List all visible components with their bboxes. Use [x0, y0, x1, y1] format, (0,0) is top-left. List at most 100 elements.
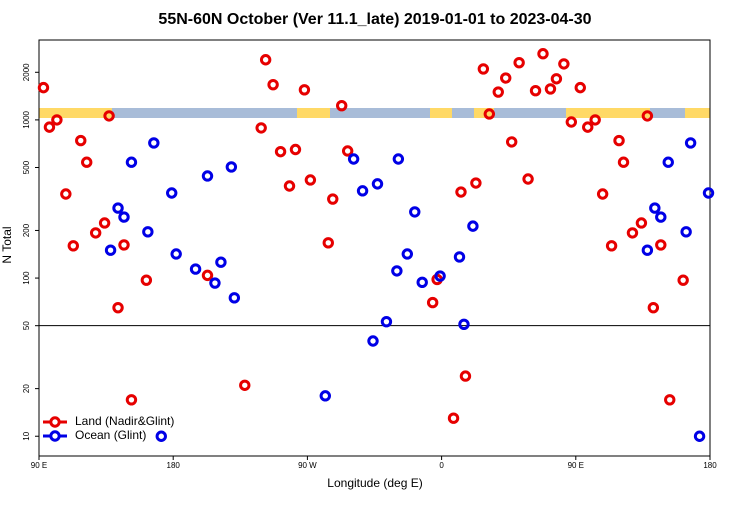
- point: [558, 58, 570, 70]
- point: [470, 177, 482, 189]
- point: [189, 263, 202, 275]
- point: [75, 134, 87, 147]
- ocean-strip: [112, 108, 297, 118]
- point: [641, 244, 654, 256]
- point: [391, 265, 403, 277]
- point: [239, 379, 251, 391]
- x-tick-label: 90 W: [298, 461, 317, 470]
- point: [447, 412, 460, 424]
- point: [537, 48, 549, 60]
- point: [118, 211, 130, 223]
- point: [635, 217, 648, 229]
- point: [505, 136, 518, 148]
- point: [259, 54, 272, 66]
- point: [267, 78, 279, 91]
- land-ocean-band: [39, 108, 710, 118]
- point: [458, 318, 470, 331]
- point: [298, 84, 311, 96]
- point: [513, 56, 525, 69]
- x-tick-label: 90 E: [568, 461, 584, 470]
- point: [455, 186, 467, 198]
- y-tick-label: 100: [22, 271, 31, 285]
- point: [426, 296, 439, 309]
- point: [255, 122, 267, 134]
- point: [680, 226, 692, 238]
- point: [459, 370, 472, 382]
- x-tick-label: 180: [167, 461, 181, 470]
- point: [401, 248, 414, 260]
- point: [103, 110, 115, 122]
- point: [380, 315, 393, 328]
- point: [492, 86, 504, 98]
- point: [209, 277, 221, 289]
- point: [392, 153, 405, 165]
- x-axis-label: Longitude (deg E): [327, 476, 422, 490]
- point: [649, 202, 661, 214]
- x-tick-label: 0: [439, 461, 444, 470]
- point: [228, 292, 241, 304]
- point: [664, 394, 676, 406]
- point: [565, 116, 578, 128]
- x-tick-label: 180: [703, 461, 717, 470]
- point: [626, 227, 639, 239]
- point: [371, 178, 384, 190]
- point: [662, 156, 674, 168]
- point: [500, 72, 512, 84]
- y-tick-label: 2000: [22, 63, 31, 81]
- y-tick-label: 500: [22, 160, 31, 174]
- plot-frame: [38, 39, 711, 457]
- point: [605, 240, 618, 252]
- y-tick-label: 200: [22, 223, 31, 237]
- point: [166, 187, 178, 199]
- point: [483, 108, 496, 120]
- point: [596, 188, 609, 200]
- point: [409, 206, 421, 218]
- ocean-strip: [650, 108, 685, 118]
- point: [89, 227, 102, 239]
- y-axis-label: N Total: [0, 226, 14, 263]
- point: [201, 269, 214, 282]
- legend-marker: [49, 430, 61, 442]
- point: [416, 276, 428, 289]
- point: [335, 99, 348, 112]
- point: [112, 301, 124, 314]
- point: [215, 256, 227, 268]
- point: [81, 156, 93, 168]
- point: [170, 248, 182, 260]
- point: [98, 217, 111, 229]
- legend-label: Ocean (Glint): [75, 428, 146, 442]
- point: [319, 390, 331, 402]
- point: [367, 335, 379, 347]
- legend-marker: [49, 416, 61, 428]
- point: [434, 270, 446, 282]
- y-tick-label: 50: [22, 321, 31, 330]
- point: [356, 185, 369, 197]
- ocean-strip: [494, 108, 566, 118]
- point: [37, 81, 50, 94]
- point: [617, 156, 630, 168]
- point: [201, 170, 214, 182]
- point: [125, 156, 138, 168]
- point: [544, 83, 557, 95]
- point: [148, 137, 160, 149]
- point: [677, 274, 689, 286]
- point: [125, 394, 138, 406]
- point: [467, 220, 479, 232]
- point: [655, 239, 667, 251]
- point: [341, 145, 354, 157]
- legend-label: Land (Nadir&Glint): [75, 414, 174, 428]
- point: [327, 193, 339, 205]
- chart-title: 55N-60N October (Ver 11.1_late) 2019-01-…: [158, 11, 591, 28]
- point: [155, 430, 167, 442]
- point: [51, 114, 63, 126]
- point: [589, 114, 601, 126]
- y-tick-label: 1000: [22, 110, 31, 128]
- y-tick-label: 10: [22, 431, 31, 440]
- point: [347, 153, 360, 165]
- point: [477, 63, 490, 75]
- point: [453, 251, 466, 263]
- point: [522, 173, 534, 185]
- ocean-strip: [330, 108, 430, 118]
- point: [67, 240, 79, 252]
